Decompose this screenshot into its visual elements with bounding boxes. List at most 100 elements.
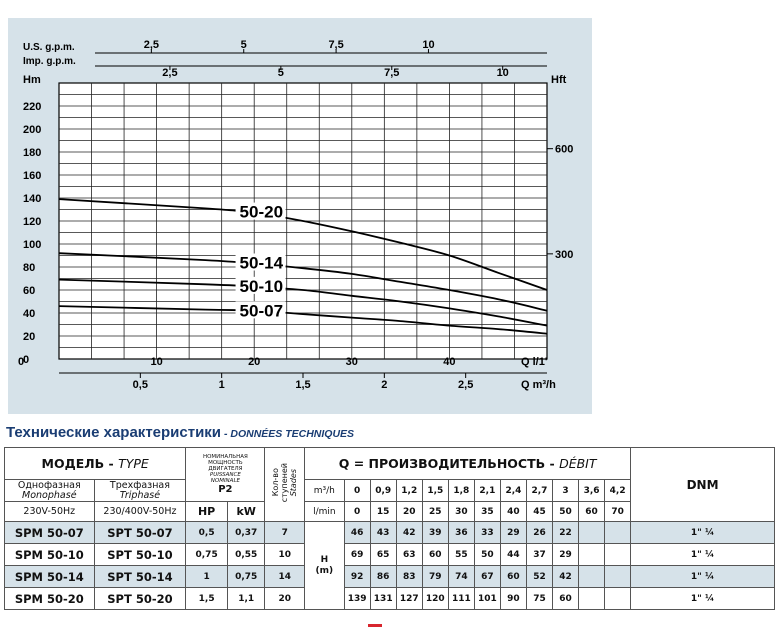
m3h-unit: m³/h — [304, 479, 345, 502]
row1-stages: 10 — [264, 543, 306, 566]
mono-spec: 230V-50Hz — [4, 501, 95, 522]
row2-h2: 83 — [395, 565, 423, 588]
curve-label-50-07: 50-07 — [240, 301, 283, 320]
power-ru2: МОЩНОСТЬ — [208, 460, 243, 466]
row3-h8: 60 — [551, 587, 580, 610]
x-top-us-tick-label: 10 — [422, 39, 434, 51]
model-header-sep: - — [104, 456, 119, 471]
row1-h9 — [578, 543, 606, 566]
y-tick-label: 220 — [23, 101, 41, 113]
row1-h1: 65 — [369, 543, 397, 566]
x-m3h-tick-label: 0,5 — [133, 379, 148, 391]
curve-label-bg — [235, 301, 286, 319]
m3h-2: 1,2 — [395, 479, 423, 502]
curve-label-bg — [235, 202, 286, 220]
row3-h3: 120 — [421, 587, 449, 610]
lmin-7: 45 — [525, 501, 554, 522]
row1-h10 — [604, 543, 632, 566]
row3-kw: 1,1 — [226, 587, 266, 610]
row0-h4: 36 — [447, 521, 475, 544]
x-top-imp-tick-label: 10 — [497, 67, 509, 79]
kw-header: kW — [226, 501, 266, 522]
lmin-6: 40 — [499, 501, 527, 522]
row3-h9 — [578, 587, 606, 610]
y-tick-label: 80 — [23, 262, 35, 274]
lmin-3: 25 — [421, 501, 449, 522]
dnm-header: DNM — [630, 447, 775, 522]
m3h-5: 2,1 — [473, 479, 501, 502]
table-row: SPM 50-14 SPT 50-14 1 0,75 14 92 86 83 7… — [4, 565, 775, 588]
curve-50-10 — [58, 278, 548, 327]
row2-hp: 1 — [185, 565, 228, 588]
row2-stages: 14 — [264, 565, 306, 588]
row1-h2: 63 — [395, 543, 423, 566]
curve-label-50-10: 50-10 — [240, 277, 283, 296]
tri-ru: Трехфазная — [109, 479, 170, 491]
section-title-sep: - — [221, 428, 231, 440]
row0-hp: 0,5 — [185, 521, 228, 544]
row1-h5: 50 — [473, 543, 501, 566]
row1-h8: 29 — [551, 543, 580, 566]
power-fr2: NOMINALE — [210, 478, 240, 484]
y-tick-label: 140 — [23, 193, 41, 205]
stages-ru2: ступеней — [280, 463, 290, 503]
row2-h0: 92 — [343, 565, 371, 588]
row3-hp: 1,5 — [185, 587, 228, 610]
curve-50-14 — [58, 252, 548, 312]
y-tick-label: 100 — [23, 239, 41, 251]
x-top-us-tick-label: 7,5 — [328, 39, 343, 51]
power-fr1: PUISSANCE — [209, 472, 241, 478]
model-header-fr: TYPE — [118, 456, 149, 471]
x-top-imp-label: Imp. g.p.m. — [23, 56, 76, 67]
m3h-8: 3 — [551, 479, 580, 502]
row0-h6: 29 — [499, 521, 527, 544]
y-tick-label: 0 — [23, 354, 29, 366]
x-top-imp-tick-label: 5 — [278, 67, 284, 79]
row0-stages: 7 — [264, 521, 306, 544]
flow-header-fr: DÉBIT — [559, 456, 597, 471]
x-lmin-tick-label: 40 — [443, 356, 455, 368]
row2-h8: 42 — [551, 565, 580, 588]
y-axis-label-hm: Hm — [23, 74, 41, 86]
table-row: SPM 50-20 SPT 50-20 1,5 1,1 20 139 131 1… — [4, 587, 775, 610]
x-m3h-tick-label: 2 — [381, 379, 387, 391]
lmin-1: 15 — [369, 501, 397, 522]
h-label-1: H — [320, 554, 329, 565]
y-tick-label: 180 — [23, 147, 41, 159]
row3-mono: SPM 50-20 — [4, 587, 95, 610]
mono-fr: Monophasé — [22, 489, 77, 501]
x-lmin-axis-label: Q l/1' — [521, 356, 548, 368]
mono-ru: Однофазная — [17, 479, 81, 491]
h-label-2: (m) — [315, 565, 334, 576]
m3h-6: 2,4 — [499, 479, 527, 502]
row1-mono: SPM 50-10 — [4, 543, 95, 566]
row1-h4: 55 — [447, 543, 475, 566]
mono-header: Однофазная Monophasé — [4, 479, 95, 502]
row3-stages: 20 — [264, 587, 306, 610]
row2-dnm: 1" ¼ — [630, 565, 775, 588]
table-header-row-1: МОДЕЛЬ - TYPE НОМИНАЛЬНАЯ МОЩНОСТЬ ДВИГА… — [3, 447, 775, 522]
x-m3h-tick-label: 1 — [219, 379, 225, 391]
curve-50-07 — [58, 305, 548, 335]
tri-fr: Triphasé — [119, 489, 161, 501]
x-top-us-tick-label: 2,5 — [144, 39, 159, 51]
stages-fr: Stades — [289, 469, 299, 497]
red-marker — [368, 624, 382, 627]
model-header: МОДЕЛЬ - TYPE — [3, 447, 187, 480]
row1-h3: 60 — [421, 543, 449, 566]
row2-tri: SPT 50-14 — [93, 565, 187, 588]
row1-dnm: 1" ¼ — [630, 543, 775, 566]
row0-mono: SPM 50-07 — [4, 521, 95, 544]
row3-h7: 75 — [525, 587, 554, 610]
row0-h0: 46 — [343, 521, 371, 544]
row1-h0: 69 — [343, 543, 371, 566]
m3h-0: 0 — [343, 479, 371, 502]
tri-spec: 230/400V-50Hz — [93, 501, 187, 522]
row3-tri: SPT 50-20 — [93, 587, 187, 610]
row2-h3: 79 — [421, 565, 449, 588]
x-m3h-axis-label: Q m³/h — [521, 379, 556, 391]
hp-header: HP — [185, 501, 228, 522]
section-title: Технические характеристики - DONNÉES TEC… — [6, 424, 354, 442]
row0-kw: 0,37 — [226, 521, 266, 544]
row0-h2: 42 — [395, 521, 423, 544]
